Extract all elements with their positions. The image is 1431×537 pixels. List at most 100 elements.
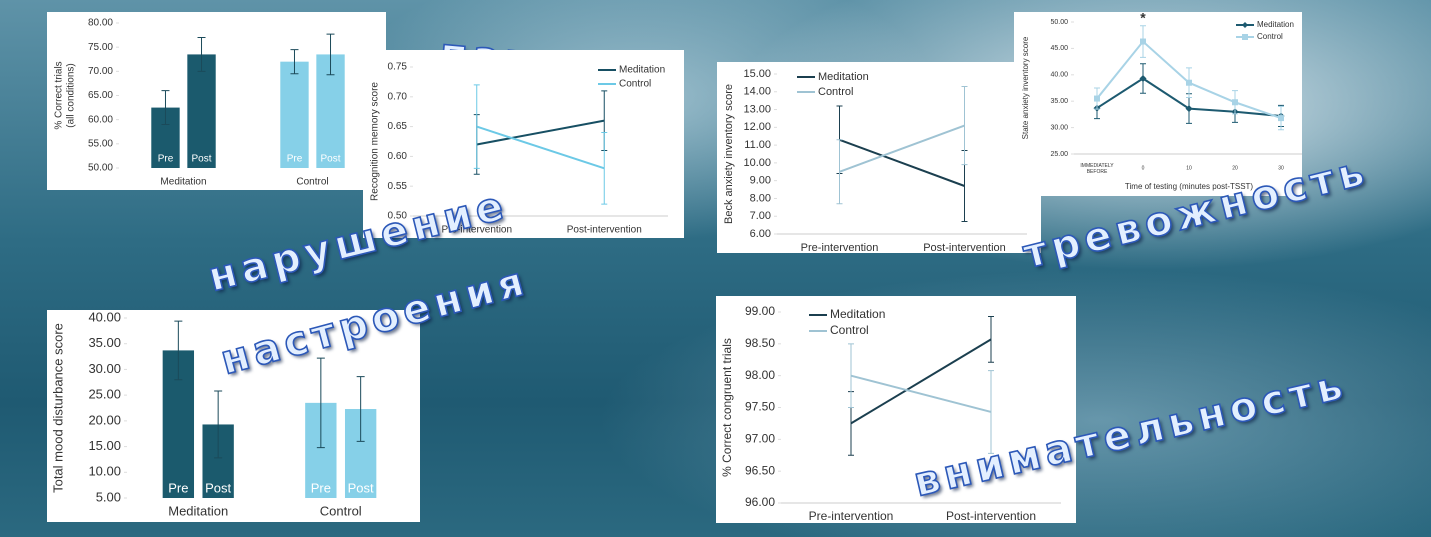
y-tick-label: 75.00: [88, 42, 113, 53]
annotation: *: [1140, 12, 1146, 25]
error-bar: [473, 84, 480, 169]
y-tick-label: 20.00: [88, 412, 121, 427]
y-tick-label: 99.00: [745, 304, 775, 318]
x-tick-label: Post-intervention: [923, 242, 1006, 253]
y-tick-label: 15.00: [743, 68, 771, 80]
y-tick-label: 14.00: [743, 86, 771, 98]
y-tick-label: 98.50: [745, 336, 775, 350]
y-tick-label: 96.50: [745, 463, 775, 477]
error-bar: [214, 390, 223, 459]
legend-label: Control: [1257, 32, 1283, 41]
chart-panel: 6.00 7.00 8.00 9.00 10.00 11.00 12.00 13.00 14.0…: [717, 62, 1041, 253]
line: [476, 125, 605, 170]
x-tick-label: Control: [320, 503, 362, 518]
y-tick-label: 30.00: [88, 361, 121, 376]
x-tick-label: Post-intervention: [946, 509, 1036, 523]
y-tick-label: 55.00: [88, 138, 113, 149]
chart-panel: 5.00 10.00 15.00 20.00 25.00 30.00 35.00 40.00 T…: [47, 310, 420, 522]
chart-panel: 0.50 0.55 0.60 0.65 0.70 0.75 Recognition memo…: [363, 50, 684, 238]
y-tick-label: 45.00: [1050, 45, 1068, 52]
x-tick-label: Pre-intervention: [809, 509, 894, 523]
x-axis-label: Time of testing (minutes post-TSST): [1125, 182, 1254, 191]
y-tick-label: 15.00: [88, 438, 121, 453]
legend-label: Control: [619, 79, 651, 90]
error-bar: [174, 320, 183, 381]
y-axis-label: State anxiety inventory score: [1021, 36, 1030, 139]
legend-label: Meditation: [818, 71, 869, 83]
y-tick-label: 12.00: [743, 121, 771, 133]
y-axis-label: % Correct trials: [54, 61, 65, 129]
chart-panel: 25.00 30.00 35.00 40.00 45.00 50.00 State anxi…: [1014, 12, 1302, 196]
y-tick-label: 9.00: [750, 175, 771, 187]
y-tick-label: 60.00: [88, 114, 113, 125]
x-tick-label: Meditation: [160, 177, 206, 188]
y-tick-label: 50.00: [88, 163, 113, 174]
y-tick-label: 0.65: [388, 121, 408, 132]
y-tick-label: 50.00: [1050, 19, 1068, 26]
y-tick-label: 13.00: [743, 103, 771, 115]
error-bar: [316, 357, 325, 449]
chart: 25.00 30.00 35.00 40.00 45.00 50.00 State anxi…: [1021, 12, 1302, 191]
y-axis-label: % Correct congruent trials: [720, 338, 734, 477]
legend-label: Control: [830, 323, 869, 337]
line: [839, 124, 965, 173]
line: [839, 138, 965, 187]
chart: 5.00 10.00 15.00 20.00 25.00 30.00 35.00 40.00 T…: [50, 310, 377, 518]
y-tick-label: 10.00: [88, 464, 121, 479]
y-tick-label: 70.00: [88, 66, 113, 77]
error-bar: [601, 132, 608, 205]
y-tick-label: 97.00: [745, 432, 775, 446]
y-tick-label: 0.50: [388, 211, 408, 222]
bar-label: Pre: [287, 154, 303, 165]
chart: 0.50 0.55 0.60 0.65 0.70 0.75 Recognition memo…: [370, 62, 668, 236]
marker: [1185, 105, 1193, 113]
y-tick-label: 0.60: [388, 151, 408, 162]
error-bar: [356, 376, 365, 442]
y-tick-label: 35.00: [1050, 98, 1068, 105]
chart: 50.00 55.00 60.00 65.00 70.00 75.00 80.00 % Cor…: [54, 18, 345, 188]
bar-label: Pre: [311, 480, 331, 495]
error-bar: [848, 343, 854, 408]
marker: [1232, 99, 1238, 106]
marker: [1186, 79, 1192, 86]
y-tick-label: 0.55: [388, 181, 408, 192]
line: [850, 374, 992, 413]
error-bar: [961, 85, 968, 166]
error-bar: [836, 139, 843, 205]
x-tick-label: Pre-intervention: [441, 225, 512, 236]
y-tick-label: 40.00: [1050, 72, 1068, 79]
y-tick-label: 6.00: [750, 228, 771, 240]
x-tick-label: Pre-intervention: [801, 242, 879, 253]
legend-marker: [1242, 22, 1248, 28]
x-tick-label: 30: [1278, 165, 1284, 171]
error-bar: [988, 315, 994, 363]
marker: [1094, 95, 1100, 102]
x-tick-label: 10: [1186, 165, 1192, 171]
y-tick-label: 11.00: [744, 139, 771, 151]
y-tick-label: 7.00: [750, 210, 771, 222]
bar-label: Pre: [158, 154, 174, 165]
y-tick-label: 80.00: [88, 18, 113, 29]
bar-label: Post: [348, 480, 374, 495]
bar-label: Pre: [168, 480, 188, 495]
y-tick-label: 98.00: [745, 368, 775, 382]
chart-panel: 50.00 55.00 60.00 65.00 70.00 75.00 80.00 % Cor…: [47, 12, 386, 190]
y-tick-label: 65.00: [88, 90, 113, 101]
legend-marker: [1242, 34, 1248, 40]
error-bar: [290, 49, 299, 75]
x-tick-label: Control: [296, 177, 328, 188]
y-tick-label: 96.00: [745, 495, 775, 509]
y-axis-label: Recognition memory score: [370, 82, 381, 201]
y-tick-label: 10.00: [743, 157, 771, 169]
y-tick-label: 35.00: [88, 335, 121, 350]
legend-label: Meditation: [619, 65, 665, 76]
marker: [1139, 74, 1147, 82]
x-tick-label: 0: [1142, 165, 1145, 171]
bar-label: Post: [192, 154, 212, 165]
chart-panel: 96.00 96.50 97.00 97.50 98.00 98.50 99.00 % Cor…: [716, 296, 1076, 523]
y-tick-label: 25.00: [1050, 151, 1068, 158]
legend-label: Meditation: [1257, 20, 1294, 29]
legend-label: Control: [818, 86, 853, 98]
bar-label: Post: [205, 480, 231, 495]
